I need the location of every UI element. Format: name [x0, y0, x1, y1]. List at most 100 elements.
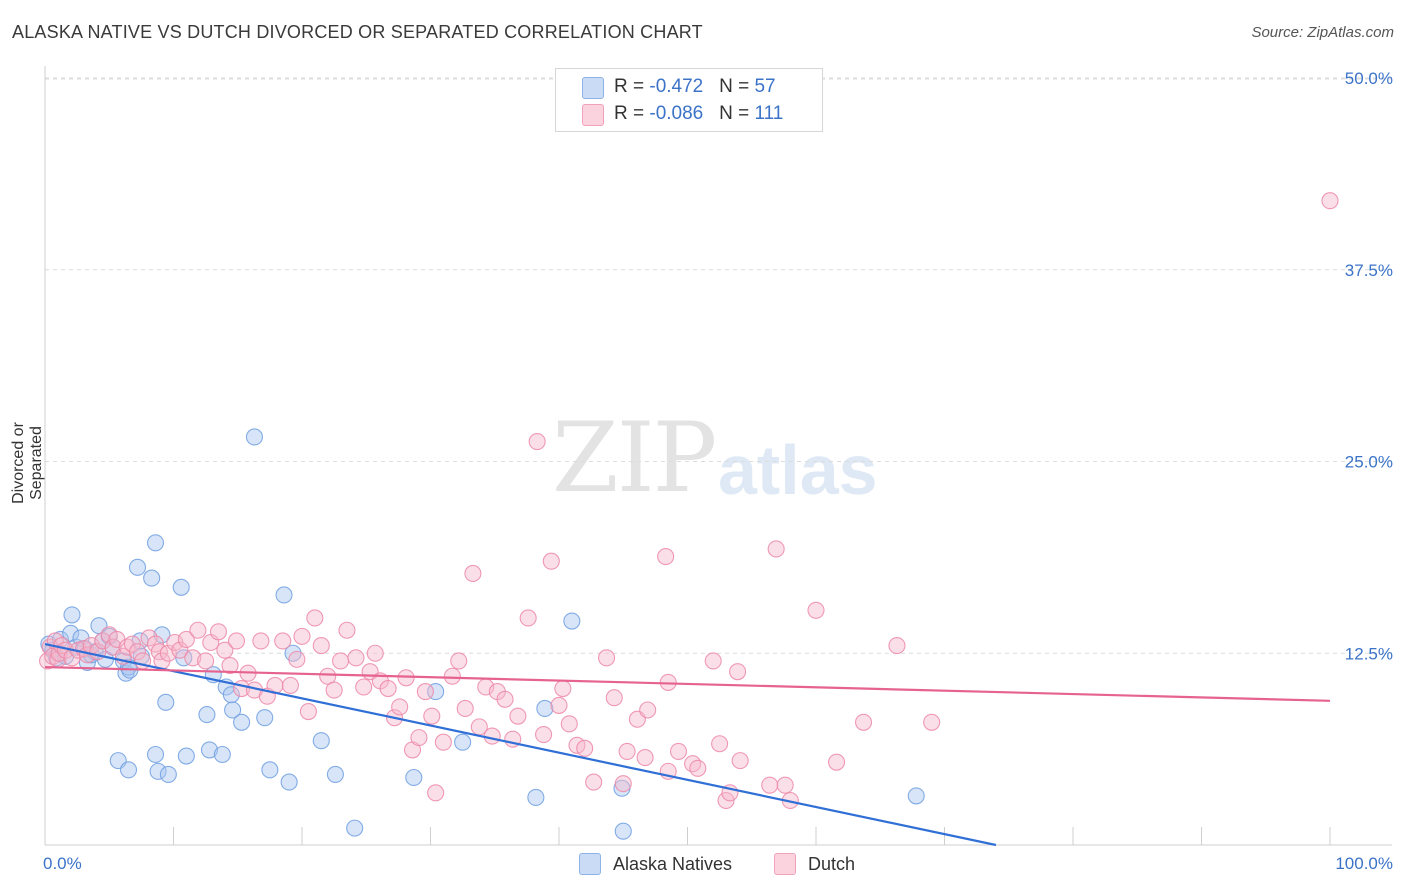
alaska-natives-point — [427, 683, 445, 701]
dutch-point — [319, 667, 337, 685]
alaska-natives-point — [245, 428, 264, 446]
x-tick-label: 100.0% — [1335, 854, 1393, 873]
dutch-point — [443, 667, 461, 685]
alaska-natives-point — [153, 626, 171, 644]
dutch-point — [366, 644, 384, 662]
alaska-natives-point — [454, 733, 472, 751]
dutch-point — [325, 681, 343, 699]
alaska-natives-point — [175, 649, 193, 667]
dutch-point — [729, 663, 747, 681]
dutch-trendline — [44, 665, 1331, 702]
dutch-point — [177, 630, 195, 648]
dutch-point — [331, 652, 350, 670]
dutch-point — [338, 621, 356, 639]
dutch-point — [94, 632, 112, 650]
dutch-point — [618, 742, 636, 760]
dutch-point — [146, 635, 165, 653]
x-tick-label: 0.0% — [43, 854, 82, 873]
alaska-natives-point — [261, 761, 279, 779]
alaska-natives-point — [146, 745, 165, 764]
alaska-natives-point — [213, 745, 231, 764]
dutch-point — [216, 641, 234, 659]
dutch-point — [483, 727, 501, 745]
alaska-natives-point — [907, 787, 925, 805]
alaska-swatch — [582, 77, 604, 99]
r-value: -0.086 — [649, 103, 704, 124]
dutch-point — [542, 552, 560, 570]
legend-label: Alaska Natives — [613, 854, 733, 874]
alaska-natives-point — [346, 819, 364, 837]
dutch-point — [252, 632, 270, 650]
dutch-point — [717, 791, 735, 810]
alaska-natives-trendline — [44, 642, 997, 847]
dutch-point — [347, 649, 365, 667]
dutch-point — [576, 739, 594, 757]
dutch-point — [923, 713, 941, 731]
dutch-point — [171, 641, 189, 659]
dutch-point — [496, 690, 514, 708]
alaska-natives-point — [128, 558, 147, 576]
dutch-point — [456, 699, 474, 718]
dutch-point — [605, 689, 623, 707]
dutch-point — [312, 637, 330, 655]
r-label: R = — [614, 103, 650, 124]
alaska-natives-point — [198, 706, 216, 724]
dutch-point — [761, 776, 779, 794]
alaska-natives-point — [614, 822, 632, 840]
dutch-point — [828, 753, 846, 771]
dutch-point — [288, 650, 306, 668]
n-label: N = — [719, 76, 755, 97]
alaska-natives-point — [536, 699, 554, 718]
dutch-point — [1321, 192, 1339, 210]
dutch-point — [410, 729, 428, 747]
dutch-point — [293, 627, 311, 645]
dutch-point — [807, 601, 825, 619]
n-label: N = — [719, 103, 755, 124]
y-tick-label: 12.5% — [1345, 644, 1393, 663]
alaska-natives-point — [143, 569, 161, 587]
dutch-point — [464, 564, 482, 583]
alaska-natives-point — [172, 578, 190, 596]
dutch-point — [554, 679, 572, 698]
dutch-point — [519, 609, 537, 627]
r-label: R = — [614, 76, 650, 97]
dutch-point — [221, 656, 239, 675]
dutch-point — [274, 632, 292, 650]
dutch-point — [416, 683, 434, 701]
dutch-point — [423, 707, 441, 725]
dutch-point — [767, 540, 785, 558]
y-tick-label: 50.0% — [1345, 69, 1393, 88]
source-credit: Source: ZipAtlas.com — [1251, 24, 1394, 41]
dutch-point — [776, 776, 794, 794]
dutch-point — [189, 621, 207, 639]
dutch-point — [669, 742, 688, 760]
dutch-point — [528, 433, 546, 451]
dutch-point — [391, 698, 409, 716]
dutch-point — [888, 637, 906, 655]
dutch-point — [585, 773, 603, 791]
n-value: 57 — [754, 76, 776, 97]
dutch-point — [355, 678, 373, 696]
dutch-point — [597, 649, 616, 667]
dutch-point — [704, 652, 722, 670]
dutch-point — [281, 676, 299, 695]
dutch-point — [560, 715, 578, 733]
alaska-natives-point — [157, 693, 175, 711]
alaska-natives-point — [233, 713, 251, 731]
alaska-natives-point — [146, 534, 165, 552]
dutch-point — [731, 752, 749, 770]
alaska-natives-point — [256, 709, 274, 727]
dutch-point — [684, 755, 702, 773]
dutch-point — [550, 696, 568, 714]
dutch-point — [711, 735, 729, 753]
r-value: -0.472 — [649, 76, 704, 97]
dutch-point — [509, 707, 527, 725]
alaska-natives-point — [527, 788, 545, 806]
alaska-natives-point — [149, 762, 167, 780]
dutch-point — [434, 733, 452, 751]
dutch-point — [427, 784, 445, 802]
dutch-point — [657, 548, 675, 566]
alaska-natives-point — [280, 773, 298, 791]
n-value: 111 — [754, 103, 784, 124]
